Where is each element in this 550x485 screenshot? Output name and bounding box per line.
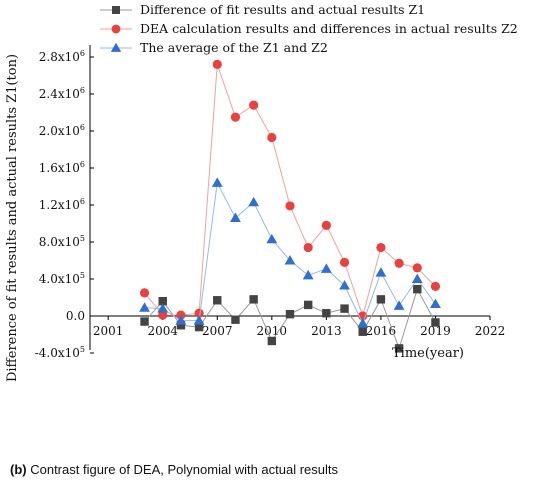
y-tick-label: 1.6x106 [39,160,85,175]
data-point-triangle [248,196,260,207]
legend-label: Difference of fit results and actual res… [140,2,425,17]
x-tick-label: 2001 [93,324,124,338]
y-tick-label: -4.0x105 [35,345,85,360]
data-point-circle [249,100,259,110]
data-point-triangle [339,280,350,290]
data-point-triangle [411,273,423,284]
series-line [144,287,436,350]
data-point-square [267,336,277,346]
data-point-square [376,295,386,304]
data-point-square [285,309,295,319]
data-point-circle [303,242,313,253]
data-point-circle [339,257,350,267]
data-point-triangle [193,315,205,325]
data-point-triangle [211,177,223,187]
data-point-circle [194,308,204,318]
data-point-triangle [320,263,332,273]
data-point-square [249,295,258,304]
data-point-square [322,309,331,318]
data-point-circle [230,112,241,122]
caption-text: Contrast figure of DEA, Polynomial with … [26,462,339,477]
series-2 [139,59,441,321]
data-point-triangle [393,300,405,310]
data-point-triangle [157,303,169,313]
data-point-triangle [110,42,122,52]
data-point-square [394,344,404,353]
x-tick-label: 2004 [147,324,178,338]
data-point-triangle [175,315,187,325]
series-1 [140,284,440,353]
y-axis-title: Difference of fit results and actual res… [5,54,20,382]
legend-item: Difference of fit results and actual res… [100,2,425,17]
data-point-circle [267,132,277,143]
x-tick-label: 2010 [257,324,288,338]
data-point-triangle [284,255,296,265]
data-point-circle [176,310,186,320]
data-point-square [158,297,167,306]
data-point-square [112,6,120,14]
caption-label: (b) [10,462,27,477]
data-point-circle [158,310,168,320]
data-point-square [431,318,440,327]
legend-item: DEA calculation results and differences … [100,21,518,36]
data-point-square [413,284,422,294]
data-point-square [213,296,222,305]
y-tick-label: 2.0x106 [39,123,85,138]
y-tick-label: 0.0 [66,309,85,323]
series-3 [139,177,441,328]
data-point-triangle [430,298,441,309]
x-tick-label: 2013 [311,324,342,338]
data-point-square [140,317,149,326]
data-point-circle [285,201,295,211]
series-layer [139,59,441,353]
chart: -4.0x105 0.0 4.0x105 8.0x105 1.2x106 1.6x106 2… [5,2,518,382]
y-tick-label: 2.8x106 [39,49,85,64]
x-tick-label: 2019 [420,324,451,338]
data-point-square [340,304,349,313]
data-point-triangle [230,212,241,222]
x-tick-label: 2022 [475,324,506,338]
data-point-square [303,300,313,310]
data-point-triangle [375,267,387,277]
data-point-circle [376,242,386,253]
data-point-circle [139,288,150,298]
y-tick-label: 2.4x106 [39,86,85,101]
data-point-square [358,327,367,336]
data-point-triangle [266,233,278,244]
figure-caption: (b) Contrast figure of DEA, Polynomial w… [10,462,540,477]
data-point-triangle [302,269,314,280]
data-point-circle [394,258,404,268]
x-axis-title: Time(year) [392,346,464,361]
y-tick-label: 1.2x106 [39,197,85,212]
series-line [144,64,436,318]
legend-label: The average of the Z1 and Z2 [140,40,328,55]
x-tick-label: 2016 [366,324,397,338]
data-point-circle [321,220,331,230]
data-point-circle [212,59,222,69]
y-tick-label: 8.0x105 [39,234,85,249]
y-tick-label: 4.0x105 [39,271,85,286]
legend-label: DEA calculation results and differences … [140,21,518,36]
data-point-circle [412,263,422,273]
data-point-square [231,315,240,324]
data-point-square [194,322,204,332]
data-point-circle [111,24,121,34]
legend-item: The average of the Z1 and Z2 [100,40,328,55]
data-point-circle [430,281,441,291]
x-tick-label: 2007 [202,324,233,338]
axes: -4.0x105 0.0 4.0x105 8.0x105 1.2x106 1.6x106 2… [35,45,506,360]
data-point-triangle [357,318,369,328]
data-point-triangle [139,302,150,312]
legend: Difference of fit results and actual res… [100,2,518,55]
data-point-square [176,321,186,330]
